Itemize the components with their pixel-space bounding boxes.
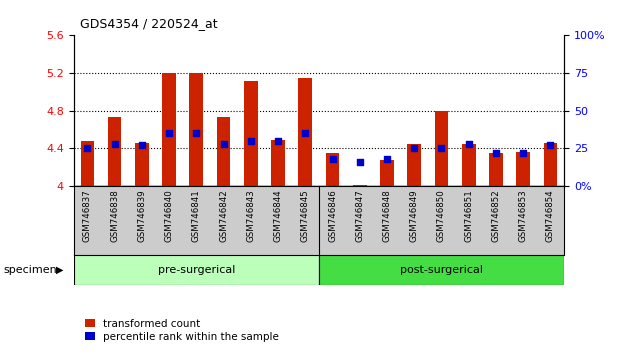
Point	[437, 145, 447, 151]
Point	[382, 156, 392, 161]
Bar	[544, 143, 557, 186]
Text: post-surgerical: post-surgerical	[400, 265, 483, 275]
Bar	[190, 73, 203, 186]
Text: GSM746853: GSM746853	[519, 189, 528, 242]
Text: GSM746847: GSM746847	[355, 189, 364, 242]
Point	[518, 150, 528, 155]
Text: GSM746845: GSM746845	[301, 189, 310, 242]
Text: GSM746854: GSM746854	[546, 189, 555, 242]
Text: GSM746837: GSM746837	[83, 189, 92, 242]
Bar	[319, 255, 564, 285]
Point	[82, 145, 92, 151]
Text: GSM746844: GSM746844	[274, 189, 283, 242]
Point	[491, 150, 501, 155]
Bar	[353, 185, 367, 186]
Bar	[135, 143, 149, 186]
Point	[273, 138, 283, 144]
Text: GDS4354 / 220524_at: GDS4354 / 220524_at	[80, 17, 218, 30]
Bar	[326, 153, 339, 186]
Text: GSM746840: GSM746840	[165, 189, 174, 242]
Text: GSM746852: GSM746852	[492, 189, 501, 242]
Point	[137, 142, 147, 148]
Point	[246, 138, 256, 144]
Point	[463, 141, 474, 147]
Text: specimen: specimen	[3, 265, 57, 275]
Point	[328, 156, 338, 161]
Bar	[380, 160, 394, 186]
Point	[191, 130, 201, 136]
Text: GSM746839: GSM746839	[137, 189, 146, 242]
Bar	[217, 117, 230, 186]
Text: GSM746850: GSM746850	[437, 189, 446, 242]
Point	[354, 159, 365, 165]
Bar	[517, 152, 530, 186]
Text: GSM746841: GSM746841	[192, 189, 201, 242]
Bar	[244, 80, 258, 186]
Bar	[162, 73, 176, 186]
Text: GSM746849: GSM746849	[410, 189, 419, 242]
Bar	[81, 141, 94, 186]
Point	[545, 142, 556, 148]
Bar	[489, 153, 503, 186]
Text: GSM746846: GSM746846	[328, 189, 337, 242]
Text: GSM746843: GSM746843	[246, 189, 255, 242]
Legend: transformed count, percentile rank within the sample: transformed count, percentile rank withi…	[85, 319, 279, 342]
Text: GSM746838: GSM746838	[110, 189, 119, 242]
Point	[219, 141, 229, 147]
Bar	[408, 143, 421, 186]
Text: GSM746848: GSM746848	[383, 189, 392, 242]
Text: ▶: ▶	[56, 265, 63, 275]
Text: GSM746842: GSM746842	[219, 189, 228, 242]
Bar	[299, 78, 312, 186]
Point	[164, 130, 174, 136]
Point	[409, 145, 419, 151]
Point	[300, 130, 310, 136]
Bar	[462, 144, 476, 186]
Point	[110, 141, 120, 147]
Text: pre-surgerical: pre-surgerical	[158, 265, 235, 275]
Bar	[271, 140, 285, 186]
Bar	[108, 117, 121, 186]
Bar	[435, 110, 448, 186]
Bar	[74, 255, 319, 285]
Text: GSM746851: GSM746851	[464, 189, 473, 242]
